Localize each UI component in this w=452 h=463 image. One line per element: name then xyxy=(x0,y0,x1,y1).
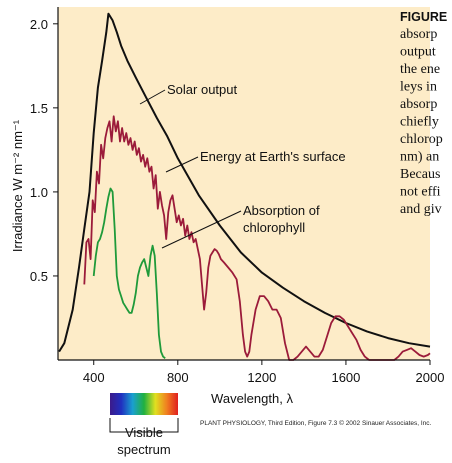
y-tick-label: 1.0 xyxy=(30,185,48,200)
caption-line: chlorop xyxy=(400,132,443,147)
caption-line: Becaus xyxy=(400,167,440,182)
caption-line: chiefly xyxy=(400,115,439,130)
visible-spectrum-gradient xyxy=(110,393,178,415)
x-tick-label: 1200 xyxy=(247,370,276,385)
annotation-chlorophyll-line1: Absorption of xyxy=(243,203,320,218)
leader-solar xyxy=(139,89,166,105)
y-tick-label: 2.0 xyxy=(30,17,48,32)
annotation-earth-surface: Energy at Earth's surface xyxy=(200,149,346,164)
annotation-leaders xyxy=(139,89,242,249)
y-axis-label: Irradiance W m⁻² nm⁻¹ xyxy=(10,119,25,252)
caption-line: not effi xyxy=(400,185,441,200)
series-line-solar-output xyxy=(58,12,431,353)
y-tick-label: 1.5 xyxy=(30,101,48,116)
caption-line: nm) an xyxy=(400,150,439,165)
visible-spectrum-bar xyxy=(110,393,178,415)
x-axis-label: Wavelength, λ xyxy=(211,391,293,406)
figure-credit: PLANT PHYSIOLOGY, Third Edition, Figure … xyxy=(200,419,432,427)
caption-line: leys in xyxy=(400,80,437,95)
y-tick-label: 0.5 xyxy=(30,269,48,284)
series-line-earth-surface xyxy=(83,115,431,361)
x-tick-label: 400 xyxy=(83,370,105,385)
series-layer xyxy=(58,12,431,361)
x-tick-label: 800 xyxy=(167,370,189,385)
figure-caption: absorp output the ene leys in absorp chiefly c… xyxy=(400,27,443,217)
caption-line: and giv xyxy=(400,202,442,217)
annotation-solar-output: Solar output xyxy=(167,82,237,97)
x-tick-label: 2000 xyxy=(416,370,445,385)
visible-label-line2: spectrum xyxy=(117,442,170,457)
leader-chlorophyll xyxy=(161,210,242,249)
visible-spectrum-bracket xyxy=(109,418,179,433)
figure-caption-head: FIGURE xyxy=(400,10,447,24)
x-tick-label: 1600 xyxy=(331,370,360,385)
annotation-chlorophyll-line2: chlorophyll xyxy=(243,220,305,235)
caption-line: absorp xyxy=(400,97,437,112)
caption-line: absorp xyxy=(400,27,437,42)
caption-line: the ene xyxy=(400,62,440,77)
visible-label-line1: Visible xyxy=(125,425,163,440)
plot-background xyxy=(58,7,430,360)
series-line-chlorophyll xyxy=(92,187,166,359)
leader-earth xyxy=(165,156,199,173)
caption-line: output xyxy=(400,45,436,60)
